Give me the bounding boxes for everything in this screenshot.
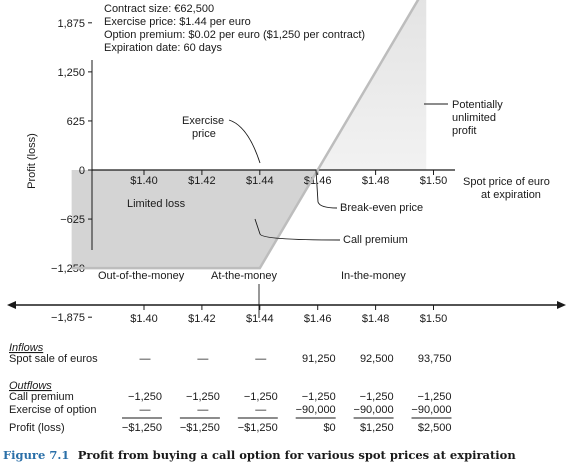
y-tick-label: −625 [60, 214, 85, 226]
x-axis-label-line1: Spot price of euro [463, 176, 550, 188]
table-cell: −$1,250 [122, 422, 162, 434]
unlimited-label-line1: Potentially [452, 99, 503, 111]
price-tick-label: $1.50 [420, 313, 448, 325]
limited-loss-area [71, 170, 318, 269]
table-cell: −1,250 [128, 391, 162, 403]
outflows-heading: Outflows [9, 380, 52, 392]
exercise-price-leader [228, 119, 261, 164]
breakeven-leader [315, 169, 338, 209]
table-cell: — [255, 404, 266, 416]
exercise-price-label-line1: Exercise [182, 115, 224, 127]
breakeven-label: Break-even price [340, 202, 423, 214]
contract-size: Contract size: €62,500 [104, 3, 214, 15]
price-tick-label: $1.40 [130, 313, 158, 325]
table-cell: −1,250 [360, 391, 394, 403]
table-cell: −1,250 [418, 391, 452, 403]
table-cell: −90,000 [296, 404, 336, 416]
table-cell: −1,250 [244, 391, 278, 403]
table-cell: — [140, 353, 151, 365]
exercise-price-label-line2: price [192, 128, 216, 140]
out-of-the-money-label: Out-of-the-money [98, 270, 185, 282]
option-premium-info: Option premium: $0.02 per euro ($1,250 p… [104, 29, 365, 41]
unlimited-label-line3: profit [452, 125, 476, 137]
table-cell: −$1,250 [238, 422, 278, 434]
table-cell: −1,250 [186, 391, 220, 403]
x-tick-label: $1.48 [362, 175, 390, 187]
price-axis-left-arrow [7, 301, 16, 309]
y-tick-label: 0 [79, 165, 85, 177]
inflows-heading: Inflows [9, 342, 44, 354]
figure-caption-text: Profit from buying a call option for var… [78, 448, 517, 462]
x-tick-label: $1.42 [188, 175, 216, 187]
unlimited-label-line2: unlimited [452, 112, 496, 124]
moneyness-labels: Out-of-the-money At-the-money In-the-mon… [98, 270, 406, 318]
figure-number: Figure 7.1 [3, 448, 69, 462]
y-tick-label: 1,250 [57, 67, 85, 79]
table-cell: $1,250 [360, 422, 394, 434]
table-cell: — [197, 353, 208, 365]
limited-loss-label: Limited loss [127, 198, 186, 210]
table-cell: $2,500 [418, 422, 452, 434]
price-tick-label: $1.42 [188, 313, 216, 325]
figure-caption: Figure 7.1 Profit from buying a call opt… [3, 446, 516, 463]
price-tick-label: $1.44 [246, 313, 274, 325]
table-cell: 92,500 [360, 353, 394, 365]
table-row-label: Exercise of option [9, 404, 96, 416]
at-the-money-label: At-the-money [211, 270, 278, 282]
x-axis-label-line2: at expiration [481, 189, 541, 201]
price-axis-right-arrow [557, 301, 566, 309]
price-tick-label: $1.48 [362, 313, 390, 325]
price-tick-label: $1.46 [304, 313, 332, 325]
price-number-line: $1.40 $1.42 $1.44 $1.46 $1.48 $1.50 [7, 301, 566, 325]
table-cell: — [197, 404, 208, 416]
table-cell: 91,250 [302, 353, 336, 365]
x-tick-label: $1.50 [420, 175, 448, 187]
exercise-price-info: Exercise price: $1.44 per euro [104, 16, 251, 28]
table-cell: −90,000 [411, 404, 451, 416]
table-cell: −1,250 [302, 391, 336, 403]
expiration-info: Expiration date: 60 days [104, 42, 223, 54]
table-cell: $0 [323, 422, 335, 434]
y-axis-label: Profit (loss) [26, 133, 38, 189]
x-axis: $1.40 $1.42 $1.44 $1.46 $1.48 $1.50 [92, 169, 455, 187]
y-tick-label: 1,875 [57, 18, 85, 30]
contract-info: Contract size: €62,500 Exercise price: $… [104, 3, 365, 54]
x-tick-label: $1.44 [246, 175, 274, 187]
x-tick-label: $1.40 [130, 175, 158, 187]
payoff-table: Inflows Outflows Spot sale of euros — — — 91… [9, 342, 452, 434]
table-row-label: Profit (loss) [9, 422, 65, 434]
table-cell: −$1,250 [180, 422, 220, 434]
call-premium-label: Call premium [343, 234, 408, 246]
table-cell: 93,750 [418, 353, 452, 365]
table-cell: — [140, 404, 151, 416]
table-row-label: Call premium [9, 391, 74, 403]
y-tick-label: −1,250 [51, 263, 85, 275]
payoff-line [71, 0, 420, 270]
table-cell: −90,000 [354, 404, 394, 416]
call-premium-leader [254, 218, 341, 241]
y-tick-label: −1,875 [51, 312, 85, 324]
in-the-money-label: In-the-money [341, 270, 406, 282]
profit-area [317, 0, 427, 170]
table-row-label: Spot sale of euros [9, 353, 98, 365]
y-tick-label: 625 [67, 116, 85, 128]
table-cell: — [255, 353, 266, 365]
